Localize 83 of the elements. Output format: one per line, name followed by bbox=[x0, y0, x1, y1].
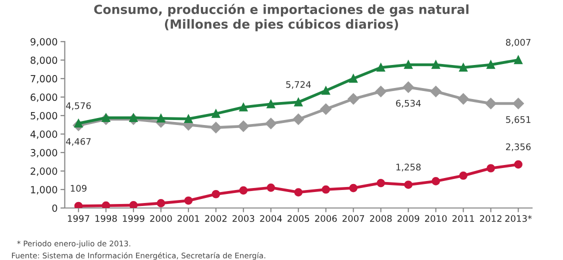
x-tick-label: 2009 bbox=[398, 215, 420, 222]
point bbox=[294, 98, 303, 106]
y-tick-label: 0 bbox=[52, 204, 58, 212]
point bbox=[212, 190, 220, 198]
point bbox=[265, 118, 277, 130]
point bbox=[486, 164, 495, 172]
y-tick-label: 2,000 bbox=[30, 168, 58, 176]
chart-title: Consumo, producción e importaciones de gas natural (Millones de pies cúbicos diarios) bbox=[94, 4, 468, 32]
x-tick-label: 2010 bbox=[425, 215, 447, 222]
point bbox=[402, 82, 414, 93]
point bbox=[210, 122, 222, 134]
point bbox=[432, 60, 440, 69]
point bbox=[129, 114, 138, 122]
x-tick-label: 2000 bbox=[150, 215, 172, 222]
point bbox=[512, 98, 524, 110]
point bbox=[430, 86, 442, 98]
point bbox=[322, 185, 330, 194]
point bbox=[102, 114, 110, 122]
y-tick-label: 1,000 bbox=[31, 186, 58, 194]
point bbox=[514, 56, 522, 64]
point bbox=[156, 114, 166, 122]
point bbox=[266, 100, 276, 108]
point bbox=[292, 114, 304, 125]
point bbox=[432, 177, 440, 186]
x-tick-label: 2005 bbox=[288, 215, 310, 222]
point bbox=[375, 86, 386, 98]
point bbox=[459, 63, 468, 72]
point bbox=[184, 114, 193, 124]
data-label: 4,467 bbox=[66, 138, 91, 146]
point bbox=[514, 160, 522, 169]
point bbox=[74, 202, 83, 208]
x-tick-label: 2008 bbox=[370, 215, 392, 222]
point bbox=[74, 119, 83, 128]
point bbox=[294, 188, 303, 196]
x-tick-label: 2006 bbox=[315, 215, 337, 222]
point bbox=[129, 201, 138, 208]
x-tick-label: 2004 bbox=[260, 215, 282, 222]
x-tick-label: 2003 bbox=[232, 215, 254, 222]
data-label: 8,007 bbox=[506, 38, 530, 47]
point bbox=[349, 74, 358, 83]
x-tick-label: 2011 bbox=[452, 215, 474, 222]
point bbox=[239, 186, 248, 195]
data-label: 109 bbox=[70, 184, 86, 192]
point bbox=[239, 103, 248, 112]
point bbox=[156, 199, 166, 208]
point bbox=[238, 120, 250, 132]
point bbox=[212, 110, 220, 118]
y-tick-label: 7,000 bbox=[30, 75, 58, 84]
data-label: 4,576 bbox=[66, 102, 91, 110]
x-tick-label: 1997 bbox=[68, 215, 90, 222]
data-label: 5,724 bbox=[286, 81, 311, 89]
point bbox=[320, 103, 332, 115]
point bbox=[458, 93, 469, 105]
data-label: 1,258 bbox=[396, 164, 421, 172]
point bbox=[348, 93, 359, 105]
point bbox=[376, 63, 386, 72]
point bbox=[404, 180, 413, 189]
point bbox=[486, 60, 495, 69]
point bbox=[459, 171, 468, 180]
y-tick-label: 3,000 bbox=[30, 149, 58, 158]
point bbox=[376, 178, 386, 188]
point bbox=[485, 98, 496, 110]
x-tick-label: 2013* bbox=[505, 215, 532, 222]
y-tick-label: 5,000 bbox=[30, 112, 58, 120]
point bbox=[404, 60, 413, 69]
point bbox=[102, 201, 110, 208]
point bbox=[349, 184, 358, 192]
x-tick-label: 2001 bbox=[178, 215, 200, 222]
x-tick-label: 2002 bbox=[205, 215, 227, 222]
x-tick-label: 2012 bbox=[480, 215, 502, 222]
data-label: 5,651 bbox=[506, 116, 530, 124]
y-tick-label: 4,000 bbox=[30, 130, 58, 139]
data-label: 2,356 bbox=[506, 143, 531, 152]
point bbox=[266, 183, 276, 192]
point bbox=[322, 86, 330, 95]
y-tick-label: 8,000 bbox=[30, 56, 58, 65]
point bbox=[184, 196, 193, 205]
y-tick-label: 9,000 bbox=[30, 38, 58, 46]
y-tick-label: 6,000 bbox=[30, 94, 58, 102]
data-label: 6,534 bbox=[396, 100, 421, 108]
x-tick-label: 2007 bbox=[342, 215, 364, 222]
x-tick-label: 1998 bbox=[95, 215, 117, 222]
x-tick-label: 1999 bbox=[122, 215, 144, 222]
